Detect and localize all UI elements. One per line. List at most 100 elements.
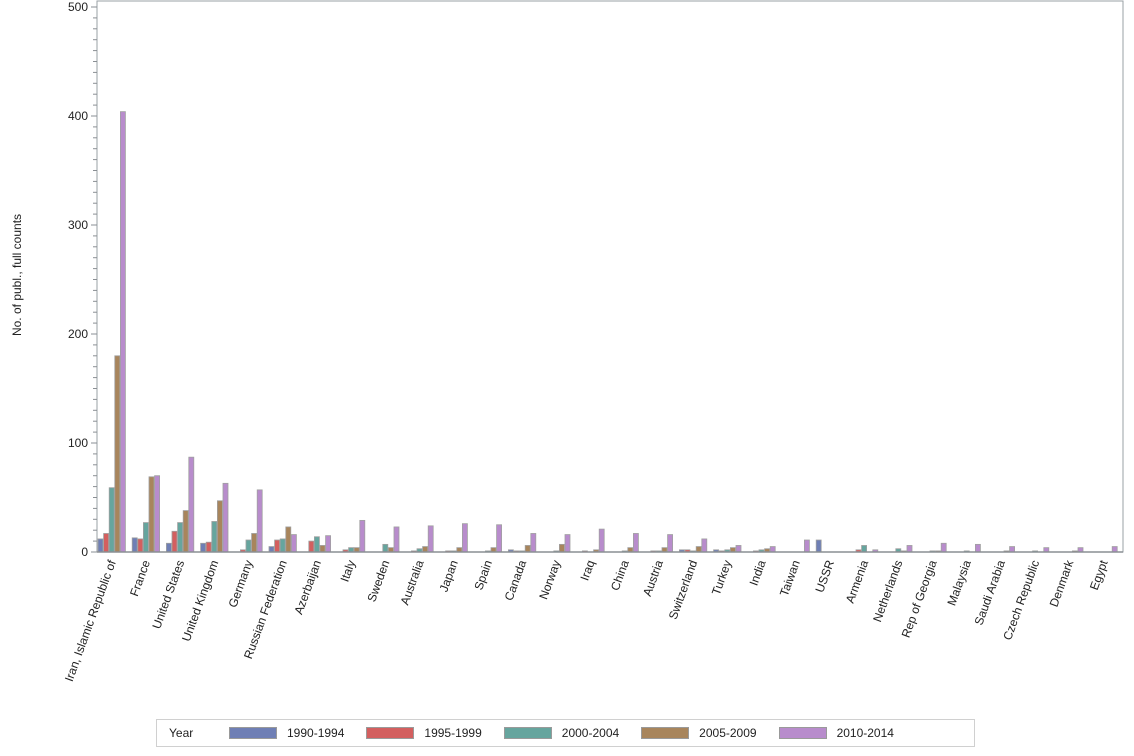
x-tick-label: Turkey <box>709 558 735 597</box>
bar <box>148 476 155 553</box>
bar <box>422 546 429 553</box>
legend-item-2010-2014: 2010-2014 <box>778 726 894 740</box>
bar <box>171 530 178 553</box>
x-tick-label: United Kingdom <box>179 558 221 643</box>
x-tick-label: Armenia <box>843 558 872 605</box>
y-tick-label: 100 <box>68 436 88 450</box>
bar <box>325 535 332 553</box>
legend-item-2000-2004: 2000-2004 <box>503 726 619 740</box>
bar <box>496 524 503 553</box>
bar <box>285 526 292 553</box>
bar <box>559 543 565 553</box>
x-tick-label: Rep of Georgia <box>899 558 940 640</box>
bar <box>735 545 742 553</box>
bar-chart: 0 100 200 300 400 500 No. of publ., full count… <box>10 0 1124 684</box>
bar <box>564 534 571 553</box>
bar <box>975 543 981 553</box>
bar <box>165 542 172 553</box>
bar <box>114 355 121 553</box>
bar <box>530 533 537 553</box>
bar <box>861 545 867 553</box>
x-tick-label: Italy <box>338 558 359 583</box>
bar <box>633 533 639 553</box>
bar <box>524 545 531 553</box>
x-tick-label: Japan <box>436 558 460 594</box>
y-tick-label: 0 <box>81 545 88 559</box>
legend-swatch <box>641 727 690 739</box>
legend: Year 1990-1994 1995-1999 2000-2004 2005-… <box>156 719 975 747</box>
legend-title: Year <box>169 726 194 740</box>
legend-swatch <box>778 727 827 739</box>
x-tick-label: Egypt <box>1087 558 1111 592</box>
bar <box>359 519 366 553</box>
bar <box>131 537 138 553</box>
bar <box>97 538 104 553</box>
bar <box>382 543 389 553</box>
bar <box>427 525 434 553</box>
legend-swatch <box>503 727 552 739</box>
bar <box>137 538 144 553</box>
bar <box>1009 546 1015 553</box>
x-tick-label: Canada <box>502 558 530 603</box>
bar <box>182 510 189 553</box>
x-tick-label: United States <box>149 558 187 630</box>
bar <box>188 456 195 553</box>
bar <box>120 111 126 553</box>
bar <box>205 541 212 553</box>
bar <box>142 522 149 553</box>
bar <box>906 545 913 553</box>
bar <box>313 536 320 553</box>
bar <box>598 528 605 553</box>
bar <box>211 521 218 553</box>
bar <box>103 533 109 553</box>
legend-swatch <box>366 727 415 739</box>
x-tick-label: Saudi Arabia <box>972 558 1009 627</box>
bar <box>815 539 822 553</box>
bar <box>216 500 223 553</box>
bar <box>319 545 326 553</box>
bar <box>804 539 810 553</box>
x-tick-label: Czech Republic <box>1000 558 1042 642</box>
bar <box>222 482 229 553</box>
x-tick-label: Netherlands <box>870 558 905 624</box>
x-tick-label: Malaysia <box>944 558 973 608</box>
x-tick-label: Austria <box>640 558 666 598</box>
bar <box>274 539 281 553</box>
x-tick-label: USSR <box>812 558 837 594</box>
bar <box>701 538 708 553</box>
plot-frame <box>96 0 1124 553</box>
x-tick-label: France <box>127 558 153 598</box>
x-tick-label: China <box>608 558 632 593</box>
bar <box>200 542 207 553</box>
legend-item-1995-1999: 1995-1999 <box>366 726 482 740</box>
x-tick-label: Spain <box>471 558 495 592</box>
legend-item-2005-2009: 2005-2009 <box>641 726 757 740</box>
x-tick-label: Australia <box>397 558 426 607</box>
bar <box>308 540 315 553</box>
y-tick-label: 200 <box>68 327 88 341</box>
x-tick-label: Sweden <box>364 558 392 604</box>
x-tick-label: Iraq <box>577 558 597 582</box>
bar <box>461 523 468 553</box>
bar <box>667 534 673 553</box>
y-tick-label: 500 <box>68 0 88 14</box>
bar <box>290 534 297 553</box>
legend-item-1990-1994: 1990-1994 <box>229 726 344 740</box>
bar <box>251 533 258 553</box>
bar <box>268 546 275 553</box>
bar <box>108 487 115 553</box>
x-tick-label: India <box>747 558 769 588</box>
bar <box>256 489 263 553</box>
bar <box>940 542 947 553</box>
x-tick-label: Taiwan <box>777 558 803 598</box>
bar <box>695 546 702 553</box>
x-tick-label: Denmark <box>1047 557 1077 608</box>
legend-swatch <box>229 727 277 739</box>
x-tick-label: Iran, Islamic Republic of <box>62 558 119 684</box>
bar <box>1111 546 1118 553</box>
x-tick-label: Norway <box>536 558 563 601</box>
y-tick-label: 300 <box>68 218 88 232</box>
bar <box>769 546 776 553</box>
bar <box>245 539 252 553</box>
x-tick-label: Switzerland <box>666 558 700 621</box>
